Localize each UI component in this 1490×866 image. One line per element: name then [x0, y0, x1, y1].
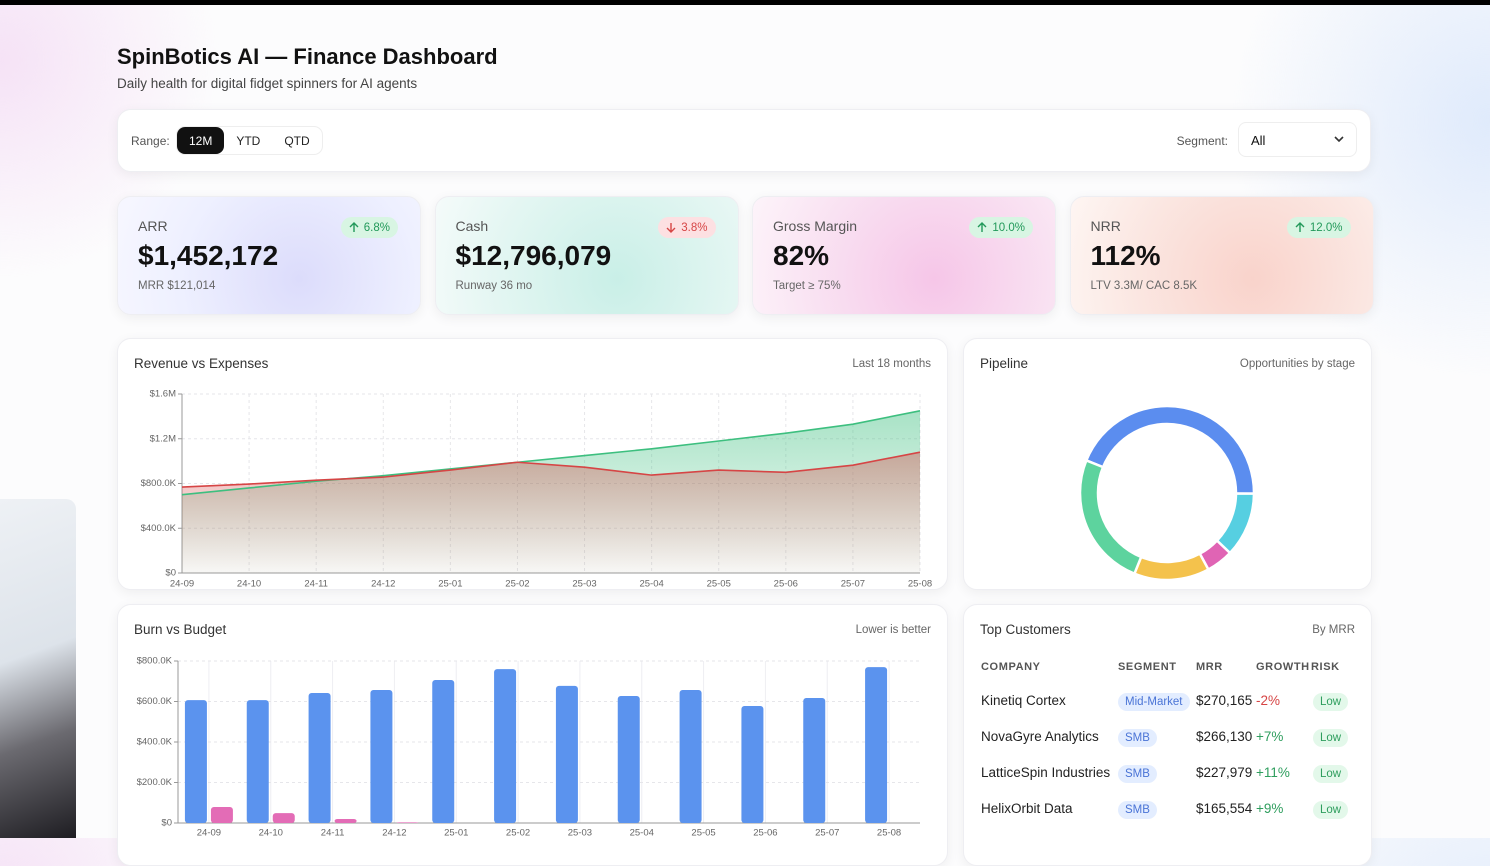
page-subtitle: Daily health for digital fidget spinners…: [117, 76, 418, 91]
segment-pill: Mid-Market: [1118, 693, 1190, 711]
company-name: LatticeSpin Industries: [981, 765, 1111, 780]
kpi-card: ARR $1,452,172 MRR $121,014 6.8%: [117, 196, 421, 315]
kpi-delta: 3.8%: [658, 217, 716, 238]
kpi-delta-value: 3.8%: [681, 221, 708, 234]
chart-subtitle: Last 18 months: [852, 358, 931, 370]
segment-pill: SMB: [1118, 765, 1157, 783]
chart-title: Burn vs Budget: [134, 622, 227, 637]
arrow-icon: [1295, 222, 1305, 232]
kpi-card: Cash $12,796,079 Runway 36 mo 3.8%: [434, 196, 739, 315]
segment-pill: SMB: [1118, 801, 1157, 819]
kpi-note: Target ≥ 75%: [773, 280, 841, 292]
column-header: GROWTH: [1256, 661, 1310, 673]
range-option[interactable]: QTD: [272, 127, 321, 154]
growth-value: +11%: [1256, 765, 1290, 780]
table-title: Top Customers: [980, 622, 1071, 637]
mrr-value: $227,979: [1196, 765, 1253, 780]
kpi-note: MRR $121,014: [138, 280, 216, 292]
risk-pill: Low: [1313, 693, 1349, 711]
kpi-value: 82%: [773, 240, 830, 271]
column-header: RISK: [1311, 661, 1340, 673]
range-option[interactable]: 12M: [177, 127, 225, 154]
chart-card: Revenue vs Expenses Last 18 months: [117, 338, 948, 590]
chart-card: Burn vs Budget Lower is better: [117, 604, 948, 866]
risk-pill: Low: [1313, 729, 1349, 747]
kpi-value: $1,452,172: [138, 240, 279, 271]
segment-pill: SMB: [1118, 729, 1157, 747]
kpi-note: Runway 36 mo: [455, 280, 533, 292]
growth-value: +9%: [1256, 801, 1284, 816]
arrow-icon: [349, 222, 359, 232]
kpi-value: 112%: [1090, 240, 1161, 271]
growth-value: -2%: [1256, 693, 1281, 708]
chart-card: Pipeline Opportunities by stage: [963, 338, 1372, 590]
mrr-value: $165,554: [1196, 801, 1253, 816]
chart-title: Pipeline: [980, 356, 1029, 371]
chart-title: Revenue vs Expenses: [134, 356, 269, 371]
kpi-delta-value: 10.0%: [992, 221, 1025, 234]
growth-value: +7%: [1256, 729, 1284, 744]
chart-subtitle: Lower is better: [855, 624, 931, 636]
segment-value: All: [1251, 133, 1266, 148]
kpi-label: Gross Margin: [773, 218, 858, 234]
arrow-icon: [666, 223, 676, 233]
company-name: Kinetiq Cortex: [981, 693, 1066, 708]
column-header: COMPANY: [981, 661, 1041, 673]
company-name: NovaGyre Analytics: [981, 729, 1099, 744]
filter-bar: Range: 12M YTD QTD Segment: All: [117, 109, 1371, 172]
chevron-icon: [1334, 136, 1344, 143]
range-option[interactable]: YTD: [224, 127, 272, 154]
video-overlay: [0, 499, 76, 838]
kpi-delta: 12.0%: [1286, 217, 1351, 238]
kpi-card: Gross Margin 82% Target ≥ 75% 10.0%: [752, 196, 1056, 315]
segment-label: Segment:: [1176, 134, 1228, 148]
top-bar: [0, 0, 1490, 5]
kpi-delta-value: 6.8%: [363, 221, 390, 234]
risk-pill: Low: [1313, 765, 1349, 783]
kpi-value: $12,796,079: [455, 240, 612, 271]
kpi-card: NRR 112% LTV 3.3M/ CAC 8.5K 12.0%: [1069, 196, 1374, 315]
risk-pill: Low: [1313, 801, 1349, 819]
kpi-label: ARR: [138, 218, 168, 234]
table-subtitle: By MRR: [1312, 624, 1355, 636]
range-label: Range:: [131, 134, 170, 148]
column-header: MRR: [1196, 661, 1223, 673]
chart-subtitle: Opportunities by stage: [1239, 358, 1355, 370]
company-name: HelixOrbit Data: [981, 801, 1073, 816]
segment-select[interactable]: All: [1238, 122, 1357, 157]
customers-card: Top Customers By MRR COMPANY SEGMENT MRR GROW…: [963, 604, 1372, 866]
mrr-value: $266,130: [1196, 729, 1253, 744]
kpi-delta-value: 12.0%: [1309, 221, 1343, 234]
kpi-delta: 10.0%: [969, 217, 1033, 238]
arrow-icon: [977, 222, 987, 232]
column-header: SEGMENT: [1118, 661, 1177, 673]
kpi-label: NRR: [1090, 218, 1121, 234]
kpi-note: LTV 3.3M/ CAC 8.5K: [1090, 280, 1198, 292]
page-title: SpinBotics AI — Finance Dashboard: [117, 44, 498, 69]
kpi-delta: 6.8%: [340, 217, 398, 238]
kpi-label: Cash: [455, 218, 489, 234]
range-toggle: 12M YTD QTD: [176, 126, 323, 155]
mrr-value: $270,165: [1196, 693, 1253, 708]
